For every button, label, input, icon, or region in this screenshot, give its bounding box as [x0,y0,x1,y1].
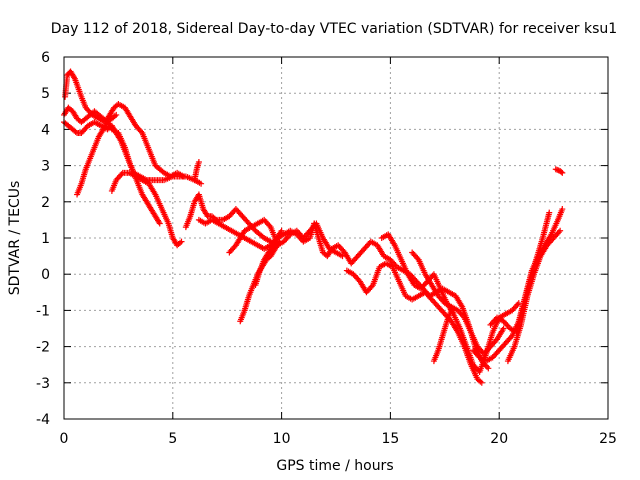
data-point [276,238,283,245]
data-point [156,220,163,227]
x-tick-label: 20 [490,431,508,447]
data-point [557,227,564,234]
series-track-16 [430,307,455,365]
series-track-3 [61,119,163,227]
x-axis-label: GPS time / hours [276,458,393,474]
y-axis-label: SDTVAR / TECUs [7,181,23,296]
data-point [178,238,185,245]
data-point [113,111,120,118]
y-tick-labels: -4 -3 -2 -1 0 1 2 3 4 5 6 [36,50,50,428]
series-track-5 [108,169,185,249]
y-tick-label: -1 [36,303,50,319]
data-point [278,227,285,234]
data-point [180,173,187,180]
data-points [61,68,566,386]
series-track-15 [409,249,507,357]
chart-title: Day 112 of 2018, Sidereal Day-to-day VTE… [51,21,617,37]
y-tick-label: 4 [41,122,50,138]
y-tick-label: -3 [36,376,50,392]
data-point [198,180,205,187]
series-track-11 [252,227,285,289]
data-point [559,206,566,213]
y-tick-label: 3 [41,159,50,175]
data-point [485,365,492,372]
x-tick-label: 25 [599,431,617,447]
y-tick-label: 6 [41,50,50,66]
y-tick-label: 2 [41,195,50,211]
series-track-2 [62,68,187,180]
data-point [195,158,202,165]
y-tick-label: -2 [36,340,50,356]
series-track-19 [504,227,564,365]
series-track-8 [191,158,202,184]
x-tick-label: 5 [168,431,177,447]
series-track-20 [552,166,566,176]
x-tick-label: 0 [60,431,69,447]
data-point [448,307,455,314]
data-point [478,379,485,386]
y-tick-label: -4 [36,412,50,428]
series-track-4 [74,111,120,198]
y-tick-label: 5 [41,86,50,102]
data-point [546,209,553,216]
data-point [500,325,507,332]
data-point [558,168,565,175]
x-tick-label: 15 [381,431,399,447]
y-tick-label: 0 [41,267,50,283]
plot-border [63,56,609,420]
data-point [559,169,566,176]
y-tick-label: 1 [41,231,50,247]
x-tick-label: 10 [273,431,291,447]
x-tick-labels: 0 5 10 15 20 25 [60,431,617,447]
